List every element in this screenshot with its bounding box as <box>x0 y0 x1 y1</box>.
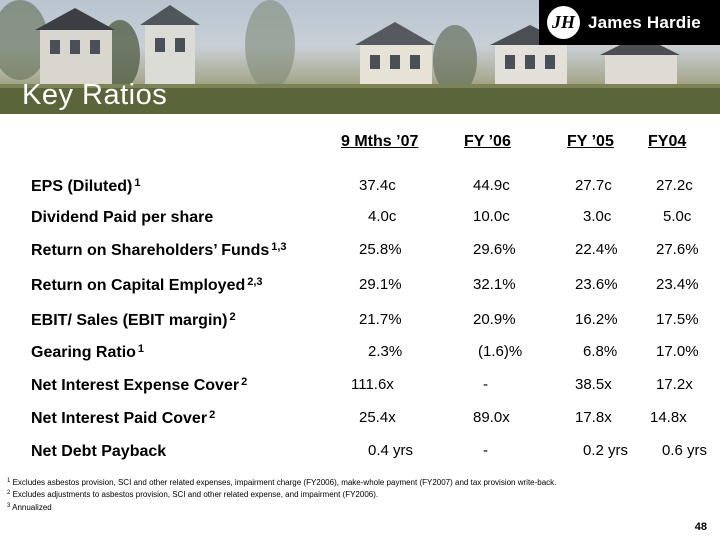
footnote: 3 Annualized <box>7 503 52 512</box>
row-value: 5.0c <box>663 208 692 225</box>
row-value: 21.7% <box>359 311 402 328</box>
row-value: 0.6 yrs <box>662 442 708 459</box>
table-row: EPS (Diluted) 1 37.4c 44.9c 27.7c 27.2c <box>0 177 720 201</box>
row-value: 22.4% <box>575 241 618 258</box>
row-value: 2.3% <box>368 343 403 360</box>
footnote: 2 Excludes adjustments to asbestos provi… <box>7 490 379 499</box>
row-value: 23.6% <box>575 276 618 293</box>
company-logo: JH James Hardie <box>539 0 720 45</box>
row-value: 17.8x <box>575 409 612 426</box>
row-value: 17.5% <box>656 311 699 328</box>
table-row: Dividend Paid per share 4.0c 10.0c 3.0c … <box>0 208 720 232</box>
row-value: - <box>483 442 488 459</box>
row-value: 89.0x <box>473 409 510 426</box>
row-value: 6.8% <box>583 343 618 360</box>
row-value: 17.2x <box>656 376 693 393</box>
row-value: 27.2c <box>656 177 693 194</box>
page-number: 48 <box>694 521 707 533</box>
row-value: 20.9% <box>473 311 516 328</box>
row-value: 37.4c <box>359 177 396 194</box>
row-value: - <box>483 376 488 393</box>
row-value: 0.4 yrs <box>368 442 414 459</box>
logo-text: James Hardie <box>588 12 701 32</box>
title-divider <box>0 114 720 115</box>
row-label: Return on Shareholders’ Funds 1,3 <box>31 241 287 259</box>
row-value: 38.5x <box>575 376 612 393</box>
column-header-fy06: FY ’06 <box>464 133 511 150</box>
footnote: 1 Excludes asbestos provision, SCI and o… <box>7 478 557 487</box>
table-row: EBIT/ Sales (EBIT margin) 2 21.7% 20.9% 1… <box>0 311 720 335</box>
row-value: 27.6% <box>656 241 699 258</box>
row-value: 17.0% <box>656 343 699 360</box>
header-banner-image: JH James Hardie Key Ratios <box>0 0 720 115</box>
logo-mark-icon: JH <box>547 6 580 39</box>
table-row: Net Interest Expense Cover 2 111.6x - 38.… <box>0 376 720 400</box>
table-row: Net Interest Paid Cover 2 25.4x 89.0x 17.… <box>0 409 720 433</box>
houses-illustration <box>0 0 720 115</box>
row-label: EPS (Diluted) 1 <box>31 177 141 195</box>
row-value: 29.6% <box>473 241 516 258</box>
page-title: Key Ratios <box>22 79 168 111</box>
table-row: Return on Shareholders’ Funds 1,3 25.8% 2… <box>0 241 720 265</box>
row-value: 14.8x <box>650 409 687 426</box>
row-label: Return on Capital Employed 2,3 <box>31 276 263 294</box>
row-value: 23.4% <box>656 276 699 293</box>
row-value: 25.4x <box>359 409 396 426</box>
row-value: 29.1% <box>359 276 402 293</box>
row-label: EBIT/ Sales (EBIT margin) 2 <box>31 311 236 329</box>
row-label: Net Debt Payback <box>31 443 167 460</box>
column-header-fy05: FY ’05 <box>567 133 614 150</box>
table-row: Gearing Ratio 1 2.3% (1.6)% 6.8% 17.0% <box>0 343 720 367</box>
row-value: 0.2 yrs <box>583 442 629 459</box>
row-value: 4.0c <box>368 208 397 225</box>
column-header-9mths07: 9 Mths ’07 <box>341 133 419 150</box>
row-value: 16.2% <box>575 311 618 328</box>
row-value: 111.6x <box>351 376 394 393</box>
row-value: 32.1% <box>473 276 516 293</box>
row-value: 3.0c <box>583 208 612 225</box>
table-row: Net Debt Payback 0.4 yrs - 0.2 yrs 0.6 y… <box>0 442 720 466</box>
row-label: Net Interest Expense Cover 2 <box>31 376 248 394</box>
row-label: Gearing Ratio 1 <box>31 343 145 361</box>
row-value: 44.9c <box>473 177 510 194</box>
table-row: Return on Capital Employed 2,3 29.1% 32.1… <box>0 276 720 300</box>
row-value: 10.0c <box>473 208 510 225</box>
column-header-fy04: FY04 <box>648 133 687 150</box>
row-value: 25.8% <box>359 241 402 258</box>
row-value: 27.7c <box>575 177 612 194</box>
row-label: Dividend Paid per share <box>31 209 214 226</box>
row-label: Net Interest Paid Cover 2 <box>31 409 216 427</box>
row-value: (1.6)% <box>478 343 523 360</box>
